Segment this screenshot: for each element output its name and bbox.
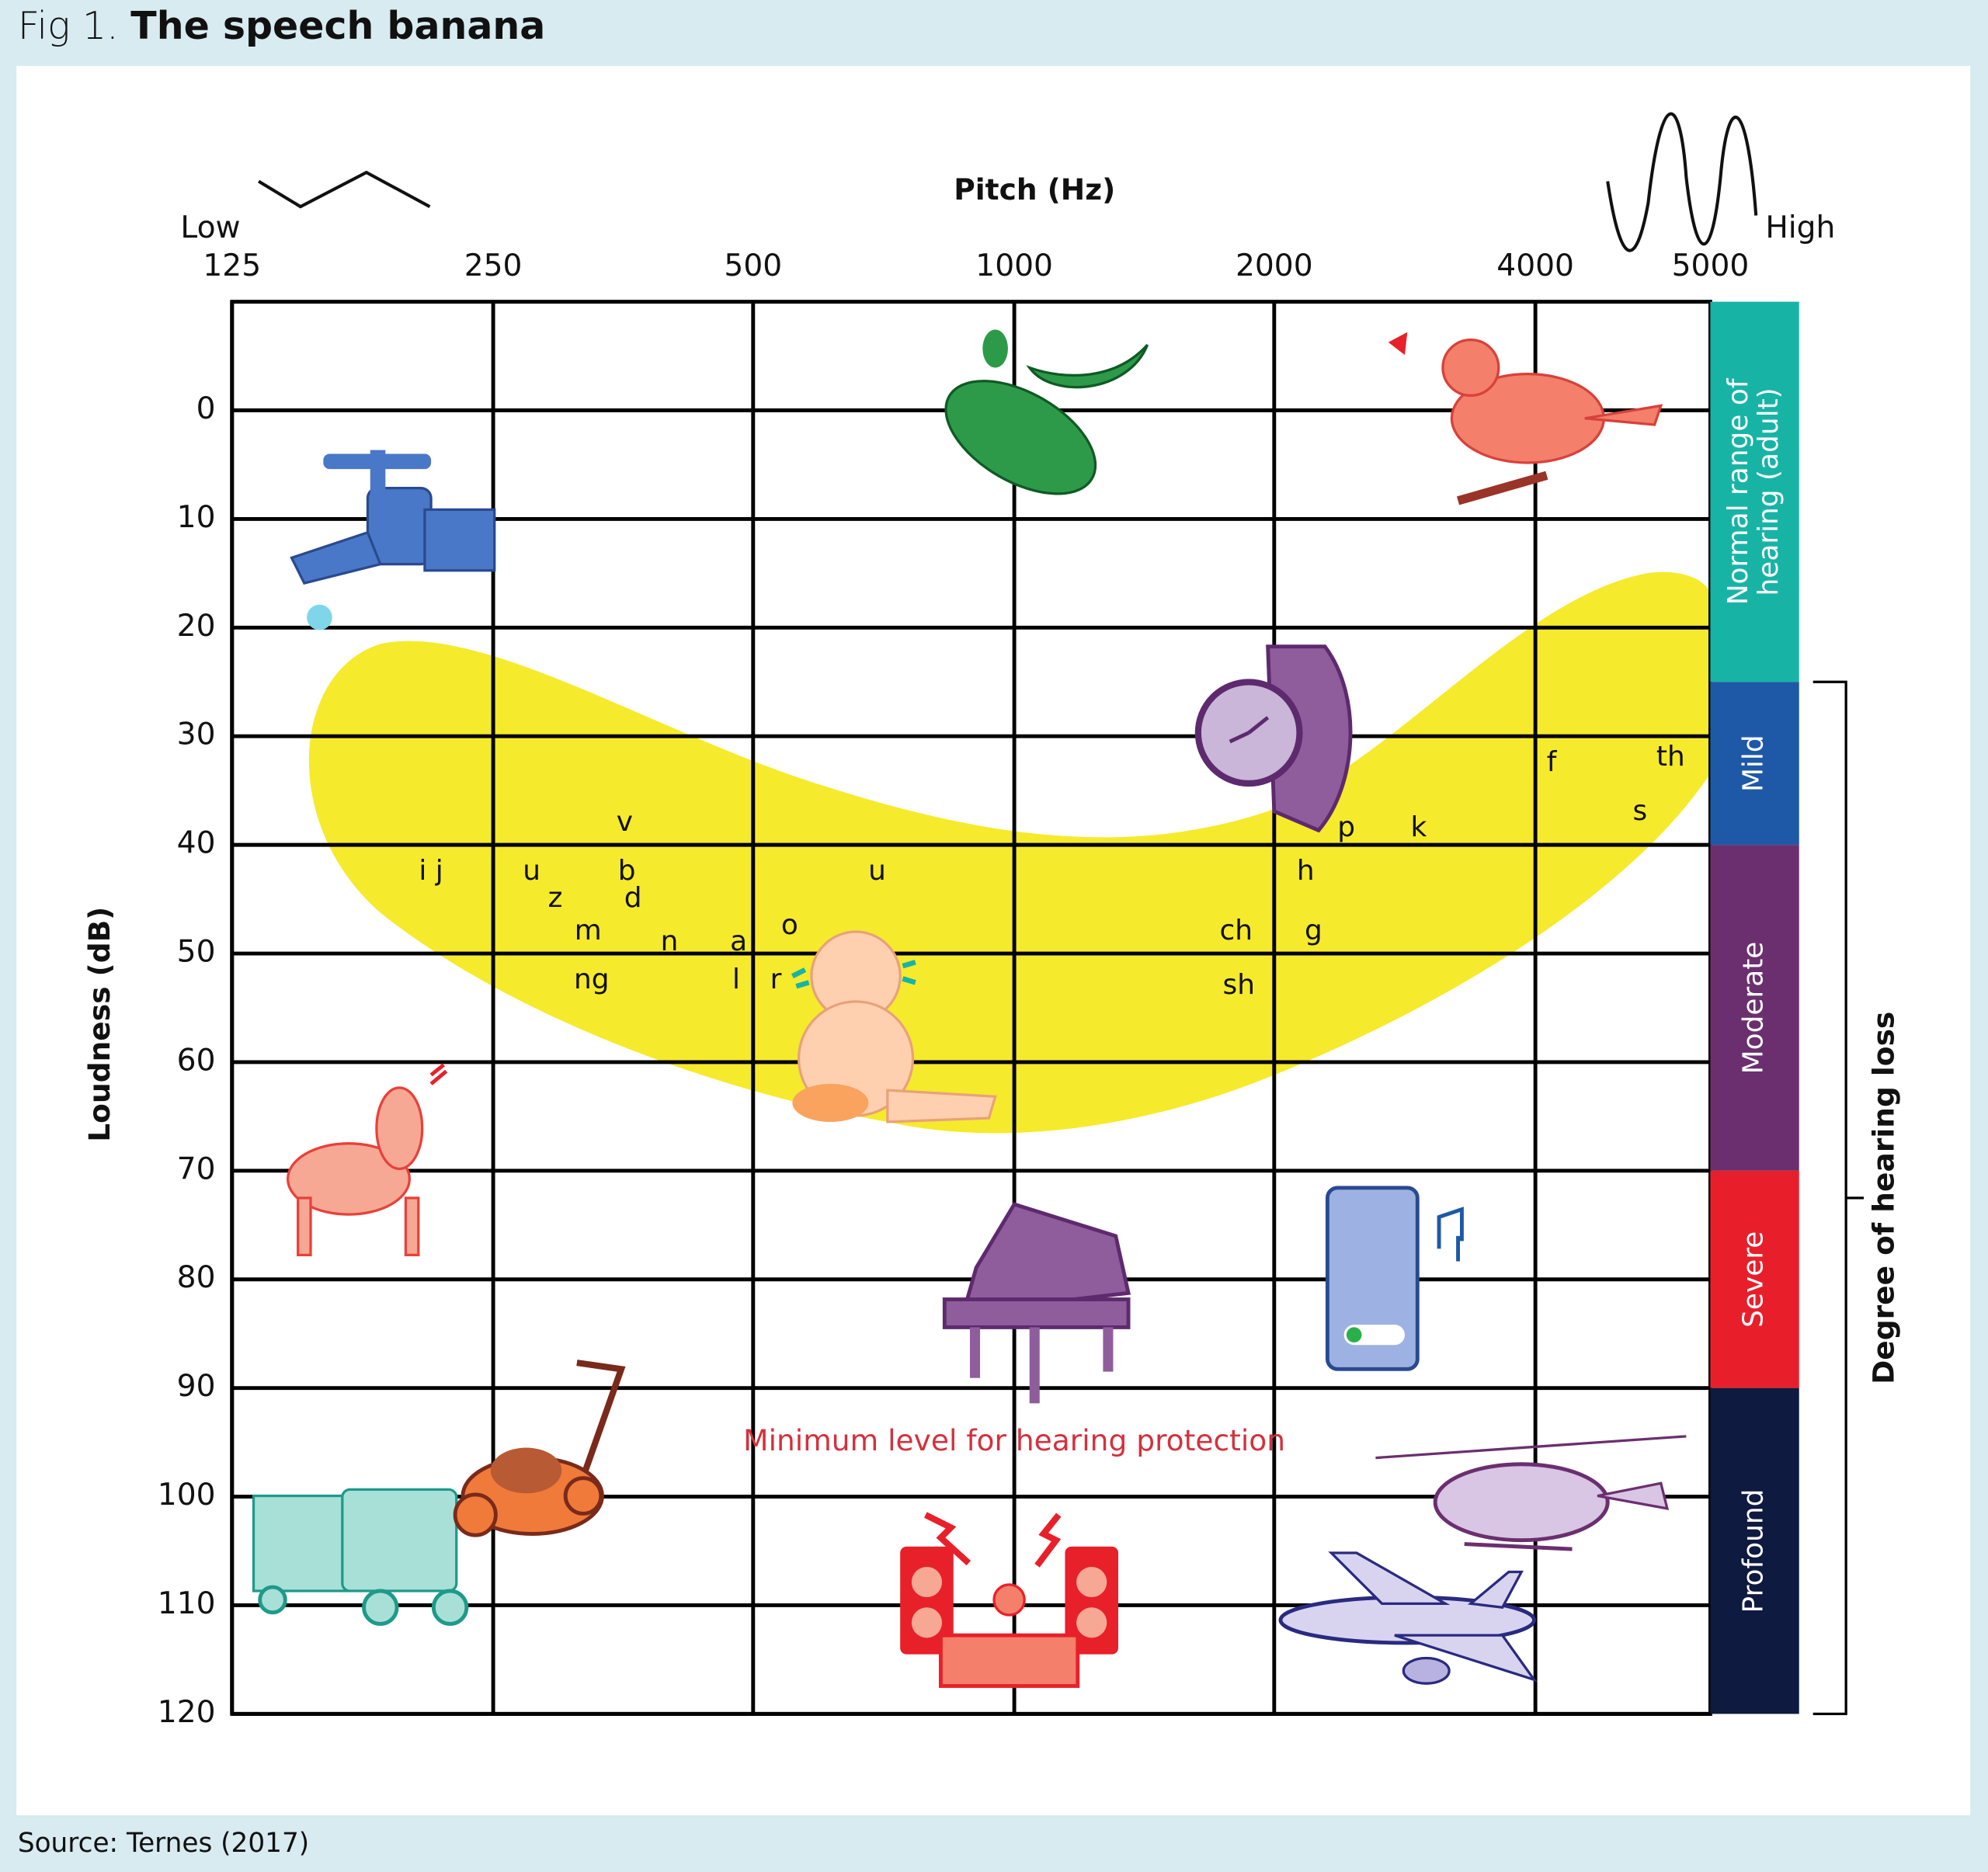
phoneme: f (1547, 746, 1558, 778)
truck-icon (252, 1488, 469, 1626)
phoneme: l (732, 964, 740, 995)
speech-banana (308, 571, 1711, 1134)
band-label: Profound (1738, 1489, 1770, 1613)
dog-icon (286, 1063, 448, 1256)
y-tick-label: 90 (177, 1369, 216, 1404)
leaf-icon (944, 329, 1149, 495)
phoneme: r (770, 964, 782, 995)
x-axis-title: Pitch (Hz) (954, 172, 1115, 207)
phoneme: n (661, 926, 679, 957)
x-low-label: Low (180, 210, 240, 245)
bird-icon (1388, 332, 1663, 505)
phoneme: a (730, 926, 747, 957)
grid: 0 10 20 30 40 50 60 70 80 90 100 110 120 125 250 500 100… (158, 248, 1750, 1730)
y-tick-label: 100 (158, 1478, 216, 1513)
phoneme: m (575, 915, 602, 946)
phoneme: z (548, 882, 563, 914)
phoneme: p (1337, 811, 1355, 843)
phoneme: g (1305, 915, 1322, 946)
y-tick-label: 50 (177, 935, 216, 970)
phoneme: k (1411, 811, 1427, 843)
watch-icon (1194, 644, 1353, 833)
baby-icon (791, 930, 997, 1124)
y-tick-label: 120 (158, 1695, 216, 1730)
phoneme: ng (574, 964, 610, 995)
phoneme: d (624, 882, 642, 914)
low-wave (258, 170, 431, 209)
y-tick-label: 110 (158, 1586, 216, 1621)
y-axis-title: Loudness (dB) (82, 907, 116, 1142)
hearing-band (1710, 301, 1799, 682)
phoneme: i j (419, 855, 443, 887)
phoneme: sh (1223, 969, 1255, 1001)
phoneme: s (1633, 795, 1648, 827)
phoneme: h (1297, 855, 1315, 887)
band-label: Mild (1738, 735, 1770, 792)
source: Source: Ternes (2017) (18, 1828, 309, 1859)
phoneme: th (1656, 741, 1685, 773)
x-tick-label: 500 (724, 248, 782, 283)
band-label: Moderate (1738, 942, 1770, 1075)
speakers-icon (900, 1512, 1118, 1688)
airplane-icon (1278, 1551, 1538, 1685)
phoneme: o (781, 909, 798, 941)
y-tick-label: 70 (177, 1151, 216, 1186)
x-tick-label: 2000 (1236, 248, 1313, 283)
x-tick-label: 5000 (1672, 248, 1750, 283)
hearing-band (1710, 845, 1799, 1171)
hearing-band (1710, 1388, 1799, 1714)
phoneme: u (523, 855, 540, 887)
hearing-band (1710, 1170, 1799, 1388)
y-tick-label: 60 (177, 1043, 216, 1078)
phoneme: ch (1220, 915, 1253, 946)
x-tick-label: 125 (203, 248, 261, 283)
band-label: hearing (adult) (1753, 387, 1785, 596)
figure-label: Fig 1. (18, 3, 119, 47)
y-tick-label: 30 (177, 717, 216, 752)
y-tick-label: 40 (177, 826, 216, 861)
title: The speech banana (130, 3, 545, 47)
x-tick-label: 4000 (1496, 248, 1574, 283)
x-tick-label: 250 (464, 248, 523, 283)
hearing-loss-bracket (1812, 680, 1864, 1716)
band-group-label: Degree of hearing loss (1866, 1012, 1900, 1384)
annotation: Minimum level for hearing protection (743, 1423, 1285, 1457)
y-tick-label: 80 (177, 1260, 216, 1295)
phoneme: v (617, 806, 633, 838)
high-wave (1606, 112, 1758, 252)
phoneme: b (618, 855, 636, 887)
icons (252, 329, 1687, 1688)
helicopter-icon (1375, 1435, 1687, 1551)
x-tick-label: 1000 (975, 248, 1053, 283)
y-tick-label: 10 (177, 500, 216, 535)
band-label: Severe (1738, 1231, 1770, 1328)
y-tick-label: 20 (177, 609, 216, 644)
y-tick-label: 0 (196, 391, 216, 426)
piano-icon (942, 1202, 1131, 1404)
phone-icon (1325, 1186, 1464, 1371)
hearing-band (1710, 682, 1799, 846)
faucet-icon (290, 450, 496, 630)
figure-title: Fig 1. The speech banana (18, 3, 545, 47)
lawnmower-icon (453, 1360, 626, 1537)
band-label: Normal range of (1722, 377, 1754, 605)
x-high-label: High (1765, 210, 1835, 245)
phoneme: u (868, 855, 886, 887)
